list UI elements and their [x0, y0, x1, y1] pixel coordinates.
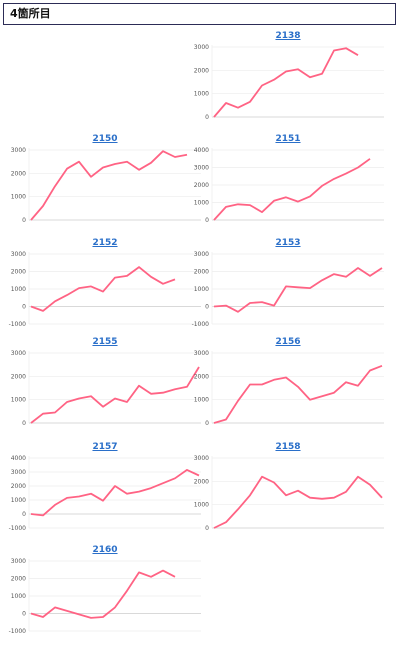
chart-2150: 2150 0 1000 2000 3000: [5, 134, 205, 236]
y-tick-label: 3000: [194, 350, 209, 357]
line-chart-plot: -1000 0 1000 2000 3000: [9, 251, 201, 328]
series-line: [30, 366, 200, 424]
chart-title-link[interactable]: 2160: [92, 545, 118, 555]
chart-title-link[interactable]: 2158: [275, 442, 301, 452]
y-tick-label: 2000: [194, 478, 209, 485]
y-tick-label: 4000: [194, 147, 209, 154]
chart-title-link[interactable]: 2157: [92, 442, 118, 452]
y-tick-label: 3000: [11, 251, 26, 258]
y-tick-label: 1000: [11, 497, 26, 504]
line-chart-plot: 0 1000 2000 3000: [194, 350, 384, 427]
y-tick-label: 0: [205, 304, 209, 311]
y-tick-label: 1000: [11, 593, 26, 600]
series-line: [30, 569, 176, 619]
chart-2156: 2156 0 1000 2000 3000: [188, 337, 388, 439]
y-tick-label: 2000: [11, 373, 26, 380]
y-tick-label: 2000: [11, 269, 26, 276]
y-tick-label: 1000: [194, 502, 209, 509]
y-tick-label: 2000: [194, 269, 209, 276]
line-chart-plot: 0 1000 2000 3000: [11, 350, 201, 427]
series-line: [30, 468, 200, 517]
line-chart-plot: 0 1000 2000 3000: [194, 455, 384, 532]
series-line: [213, 364, 383, 424]
y-tick-label: 1000: [11, 194, 26, 201]
chart-title-link[interactable]: 2153: [275, 238, 301, 248]
y-tick-label: 4000: [11, 455, 26, 462]
chart-title-link[interactable]: 2150: [92, 134, 118, 144]
series-line: [30, 150, 188, 221]
chart-title-link[interactable]: 2155: [92, 337, 118, 347]
y-tick-label: 2000: [11, 576, 26, 583]
y-tick-label: 1000: [194, 91, 209, 98]
y-tick-label: 2000: [11, 170, 26, 177]
series-line: [213, 47, 359, 118]
page-title: 4箇所目: [10, 7, 51, 20]
y-tick-label: 3000: [11, 469, 26, 476]
y-tick-label: 3000: [194, 165, 209, 172]
y-tick-label: 3000: [194, 251, 209, 258]
line-chart-plot: -1000 0 1000 2000 3000: [9, 558, 201, 635]
y-tick-label: 1000: [194, 397, 209, 404]
chart-title-link[interactable]: 2156: [275, 337, 301, 347]
y-tick-label: 0: [205, 420, 209, 427]
line-chart-plot: 0 1000 2000 3000: [194, 44, 384, 121]
chart-2151: 2151 0 1000 2000 3000 4000: [188, 134, 388, 236]
series-line: [213, 267, 383, 313]
y-tick-label: 1000: [11, 286, 26, 293]
chart-2157: 2157 -1000 0 1000 2000 3000 4000: [5, 442, 205, 544]
y-tick-label: 3000: [194, 455, 209, 462]
y-tick-label: 2000: [194, 182, 209, 189]
y-tick-label: 2000: [194, 67, 209, 74]
y-tick-label: 3000: [194, 44, 209, 51]
y-tick-label: 0: [22, 511, 26, 518]
chart-title-link[interactable]: 2152: [92, 238, 118, 248]
line-chart-plot: 0 1000 2000 3000 4000: [194, 147, 384, 224]
chart-2155: 2155 0 1000 2000 3000: [5, 337, 205, 439]
y-tick-label: 0: [22, 420, 26, 427]
page-header: 4箇所目: [3, 3, 396, 25]
y-tick-label: -1000: [192, 321, 210, 328]
chart-2158: 2158 0 1000 2000 3000: [188, 442, 388, 544]
chart-2153: 2153 -1000 0 1000 2000 3000: [188, 238, 388, 340]
chart-title-link[interactable]: 2151: [275, 134, 301, 144]
y-tick-label: 1000: [11, 397, 26, 404]
y-tick-label: 0: [205, 114, 209, 121]
series-line: [30, 266, 176, 312]
y-tick-label: 3000: [11, 147, 26, 154]
series-line: [213, 475, 383, 529]
chart-2160: 2160 -1000 0 1000 2000 3000: [5, 545, 205, 647]
y-tick-label: -1000: [9, 321, 27, 328]
y-tick-label: -1000: [9, 525, 27, 532]
series-line: [213, 158, 371, 221]
y-tick-label: 2000: [11, 483, 26, 490]
y-tick-label: 0: [205, 217, 209, 224]
y-tick-label: 0: [205, 525, 209, 532]
line-chart-plot: -1000 0 1000 2000 3000 4000: [9, 455, 201, 532]
y-tick-label: 0: [22, 611, 26, 618]
y-tick-label: 2000: [194, 373, 209, 380]
line-chart-plot: 0 1000 2000 3000: [11, 147, 201, 224]
y-tick-label: 3000: [11, 558, 26, 565]
y-tick-label: 3000: [11, 350, 26, 357]
chart-title-link[interactable]: 2138: [275, 31, 301, 41]
y-tick-label: -1000: [9, 628, 27, 635]
chart-2152: 2152 -1000 0 1000 2000 3000: [5, 238, 205, 340]
y-tick-label: 1000: [194, 200, 209, 207]
line-chart-plot: -1000 0 1000 2000 3000: [192, 251, 384, 328]
y-tick-label: 0: [22, 217, 26, 224]
chart-2138: 2138 0 1000 2000 3000: [188, 31, 388, 133]
y-tick-label: 0: [22, 304, 26, 311]
y-tick-label: 1000: [194, 286, 209, 293]
